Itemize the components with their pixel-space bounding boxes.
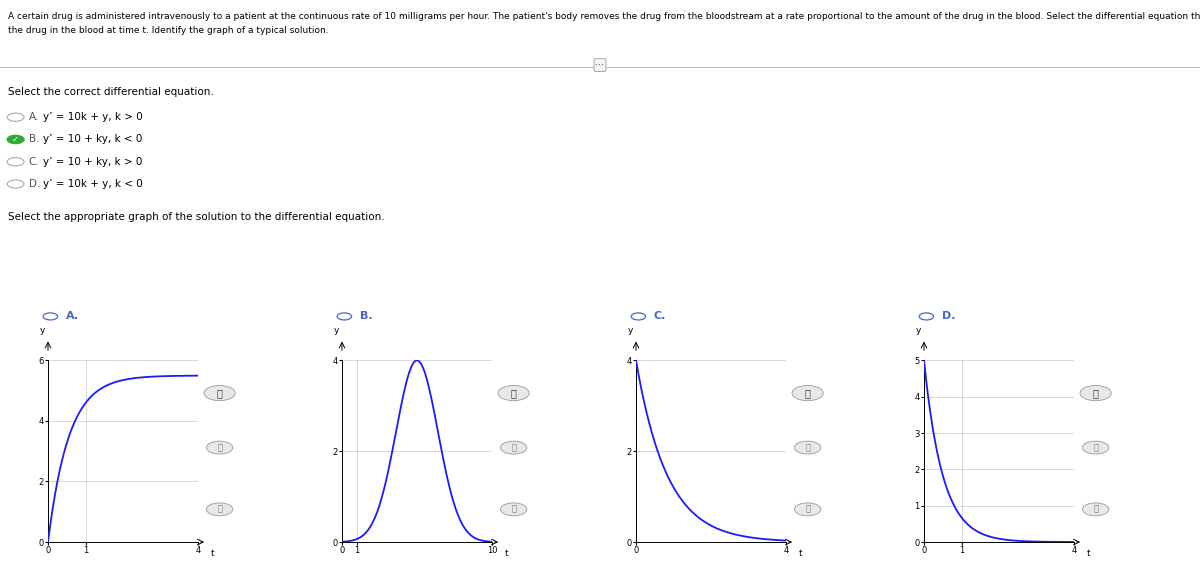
Text: C.: C.	[29, 156, 40, 167]
Text: y’ = 10k + y, k < 0: y’ = 10k + y, k < 0	[43, 179, 143, 189]
Text: 🔍: 🔍	[1093, 388, 1098, 398]
Text: 🔍: 🔍	[511, 443, 516, 452]
Text: 🔍: 🔍	[511, 505, 516, 514]
Text: A.: A.	[66, 311, 79, 322]
Text: t: t	[505, 549, 509, 558]
Text: 🔍: 🔍	[217, 443, 222, 452]
Text: y: y	[916, 326, 920, 335]
Text: y’ = 10k + y, k > 0: y’ = 10k + y, k > 0	[43, 112, 143, 122]
Text: y’ = 10 + ky, k > 0: y’ = 10 + ky, k > 0	[43, 156, 143, 167]
Text: A.: A.	[29, 112, 40, 122]
Text: t: t	[211, 549, 215, 558]
Text: A certain drug is administered intravenously to a patient at the continuous rate: A certain drug is administered intraveno…	[8, 12, 1200, 21]
Text: y’ = 10 + ky, k < 0: y’ = 10 + ky, k < 0	[43, 134, 143, 145]
Text: C.: C.	[654, 311, 666, 322]
Text: y: y	[334, 326, 338, 335]
Text: t: t	[799, 549, 803, 558]
Text: y: y	[628, 326, 632, 335]
Text: ···: ···	[595, 60, 605, 70]
Text: 🔍: 🔍	[217, 388, 222, 398]
Text: 🔍: 🔍	[217, 505, 222, 514]
Text: 🔍: 🔍	[805, 388, 810, 398]
Text: 🔍: 🔍	[1093, 443, 1098, 452]
Text: the drug in the blood at time t. Identify the graph of a typical solution.: the drug in the blood at time t. Identif…	[8, 26, 329, 35]
Text: D.: D.	[29, 179, 40, 189]
Text: Select the correct differential equation.: Select the correct differential equation…	[8, 87, 214, 97]
Text: B.: B.	[360, 311, 373, 322]
Text: 🔍: 🔍	[1093, 505, 1098, 514]
Text: ✓: ✓	[12, 135, 19, 144]
Text: B.: B.	[29, 134, 40, 145]
Text: Select the appropriate graph of the solution to the differential equation.: Select the appropriate graph of the solu…	[8, 212, 385, 222]
Text: y: y	[40, 326, 44, 335]
Text: 🔍: 🔍	[805, 443, 810, 452]
Text: D.: D.	[942, 311, 955, 322]
Text: 🔍: 🔍	[511, 388, 516, 398]
Text: t: t	[1087, 549, 1091, 558]
Text: 🔍: 🔍	[805, 505, 810, 514]
